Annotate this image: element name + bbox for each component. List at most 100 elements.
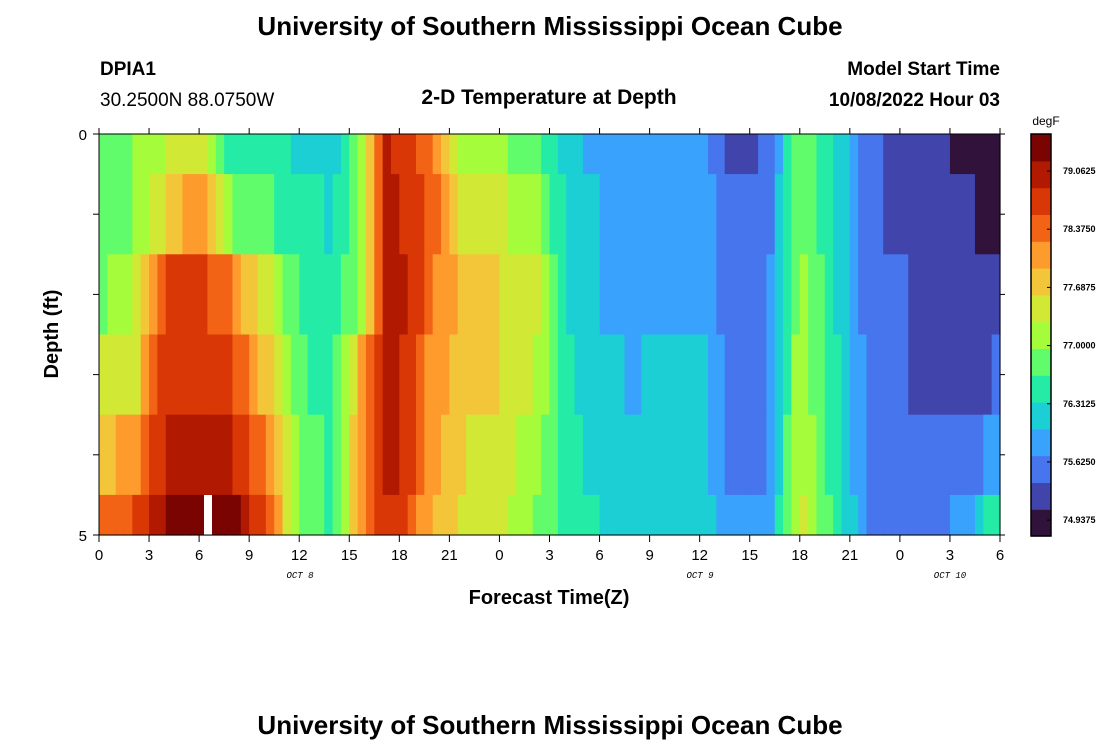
heatmap-cell (682, 174, 692, 255)
heatmap-cell (265, 414, 275, 496)
heatmap-cell (399, 414, 409, 496)
heatmap-cell (691, 134, 701, 175)
heatmap-cell (916, 414, 926, 496)
heatmap-cell (733, 134, 742, 175)
heatmap-cell (140, 494, 150, 536)
heatmap-cell (199, 254, 209, 336)
heatmap-cell (657, 414, 667, 496)
heatmap-cell (532, 334, 542, 416)
heatmap-cell (324, 254, 334, 336)
heatmap-cell (157, 414, 167, 496)
page-title: University of Southern Mississippi Ocean… (257, 11, 842, 41)
x-tick-label: 0 (896, 547, 904, 564)
heatmap-cell (616, 494, 626, 536)
y-tick-label: 0 (79, 127, 87, 144)
heatmap-cell (199, 174, 209, 255)
y-tick-label: 5 (79, 528, 87, 545)
heatmap-cell (958, 414, 968, 496)
heatmap-cell (666, 254, 676, 336)
heatmap-cell (274, 414, 284, 496)
x-tick-label: 6 (996, 547, 1004, 564)
heatmap-cell (657, 334, 667, 416)
heatmap-cell (332, 414, 342, 496)
heatmap-cell (157, 134, 167, 175)
heatmap-cell (808, 494, 818, 536)
date-label-oct-8: OCT 8 (286, 571, 314, 581)
heatmap-cell (340, 174, 350, 255)
heatmap-cell (883, 174, 893, 255)
heatmap-cell (966, 134, 976, 175)
heatmap-cell (457, 414, 467, 496)
heatmap-cell (899, 254, 909, 336)
heatmap-cell (607, 134, 617, 175)
heatmap-cell (507, 134, 517, 175)
colorbar-segment (1031, 321, 1051, 349)
heatmap-cell (232, 134, 242, 175)
heatmap-cell (324, 414, 334, 496)
heatmap-cell (290, 254, 300, 336)
heatmap-cell (766, 414, 776, 496)
heatmap-cell (182, 254, 192, 336)
heatmap-cell (649, 414, 659, 496)
heatmap-cell (582, 334, 592, 416)
heatmap-cell (499, 494, 509, 536)
heatmap-cell (866, 174, 876, 255)
heatmap-cell (240, 334, 250, 416)
heatmap-cell (390, 334, 400, 416)
heatmap-cell (491, 174, 501, 255)
heatmap-cell (457, 334, 467, 416)
model-start-label: Model Start Time (847, 59, 1000, 80)
heatmap-cell (833, 254, 843, 336)
heatmap-cell (349, 174, 359, 255)
heatmap-cell (432, 174, 442, 255)
heatmap-cell (758, 494, 767, 536)
colorbar-segment (1031, 402, 1051, 430)
colorbar-segment (1031, 214, 1051, 242)
heatmap-cell (349, 254, 359, 336)
heatmap-cell (816, 414, 826, 496)
heatmap-cell (499, 174, 509, 255)
heatmap-cell (941, 494, 951, 536)
heatmap-cell (299, 494, 309, 536)
heatmap-cell (557, 334, 567, 416)
heatmap-cell (591, 414, 601, 496)
x-tick-label: 6 (195, 547, 203, 564)
heatmap-cell (424, 174, 434, 255)
heatmap-cell (766, 494, 776, 536)
heatmap-cell (332, 174, 342, 255)
heatmap-cell (566, 254, 576, 336)
heatmap-cell (916, 174, 926, 255)
heatmap-cell (924, 494, 934, 536)
x-tick-label: 12 (291, 547, 308, 564)
heatmap-cell (541, 174, 551, 255)
heatmap-cell (99, 414, 108, 496)
heatmap-cell (799, 254, 809, 336)
heatmap-cell (916, 134, 926, 175)
heatmap-cell (758, 334, 767, 416)
heatmap-cell (491, 334, 501, 416)
x-tick-label: 21 (841, 547, 858, 564)
heatmap-cell (507, 174, 517, 255)
heatmap-cell (207, 414, 217, 496)
heatmap-cell (666, 494, 676, 536)
heatmap-cell (766, 334, 776, 416)
heatmap-cell (224, 254, 234, 336)
heatmap-cell (399, 254, 409, 336)
heatmap-cell (432, 334, 442, 416)
heatmap-cell (783, 134, 793, 175)
heatmap-cell (382, 414, 392, 496)
heatmap-cell (741, 414, 751, 496)
heatmap-cell (190, 254, 200, 336)
heatmap-cell (758, 174, 767, 255)
heatmap-cell (190, 134, 200, 175)
heatmap-cell (883, 414, 893, 496)
heatmap-cell (991, 494, 1001, 536)
heatmap-cell (849, 334, 859, 416)
heatmap-cell (432, 494, 442, 536)
heatmap-cell (149, 334, 158, 416)
heatmap-cell (591, 334, 601, 416)
heatmap-cell (499, 254, 509, 336)
heatmap-cell (949, 414, 959, 496)
heatmap-cell (624, 334, 634, 416)
